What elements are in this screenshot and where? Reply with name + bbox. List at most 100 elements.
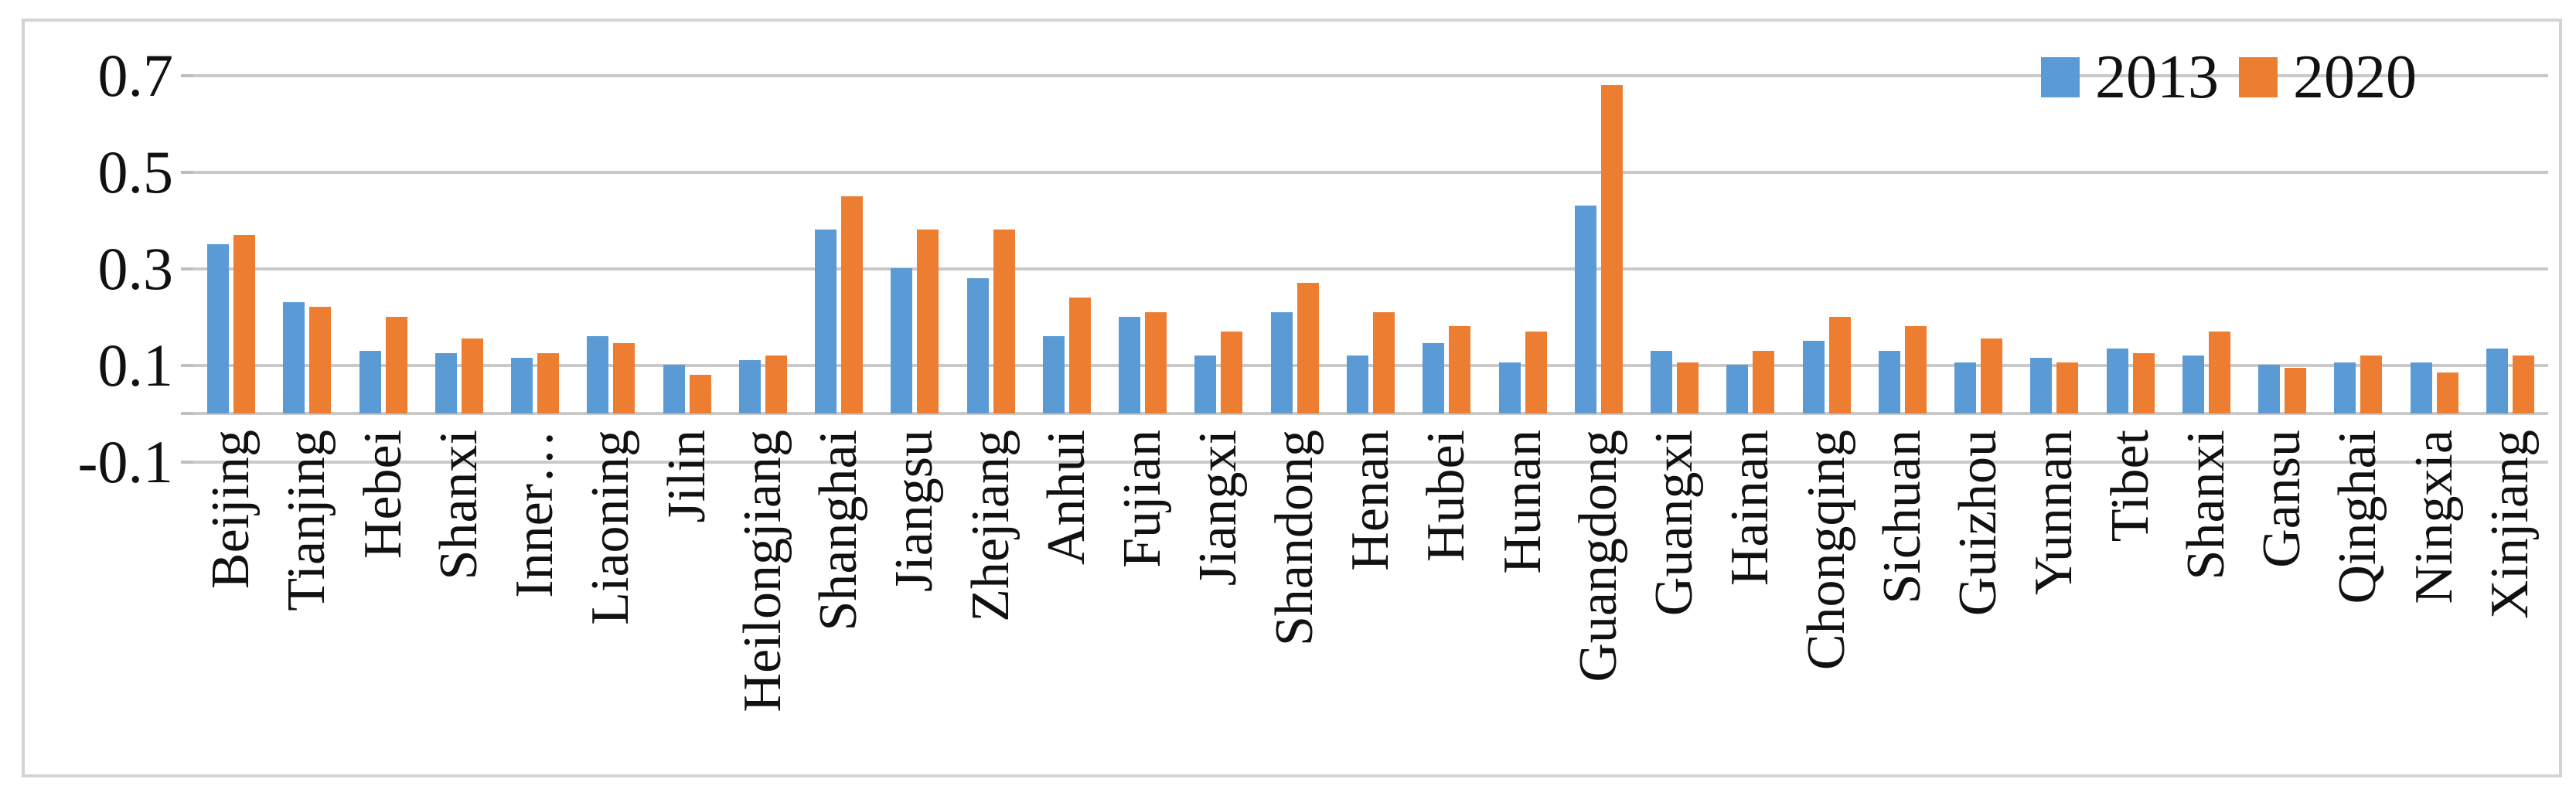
- bar-2013-shanghai: [815, 230, 837, 413]
- y-axis-label: 0.5: [97, 138, 174, 206]
- y-axis-tick: [181, 74, 193, 77]
- bar-2013-tibet: [2107, 349, 2128, 413]
- x-axis-label: Guangxi: [1644, 430, 1704, 617]
- bar-2013-guangdong: [1575, 206, 1596, 413]
- x-axis-label: Guangdong: [1569, 430, 1628, 682]
- bar-2020-zhejiang: [993, 230, 1015, 413]
- y-axis-label: -0.1: [77, 428, 173, 495]
- bar-2013-anhui: [1043, 336, 1065, 413]
- bar-2013-shanxi: [2182, 355, 2204, 413]
- x-axis-label: Guizhou: [1948, 430, 2008, 617]
- x-axis-label: Tibet: [2101, 430, 2160, 543]
- x-axis-label: Hubei: [1416, 430, 1476, 563]
- y-axis-tick: [181, 171, 193, 174]
- gridline: [192, 267, 2548, 270]
- gridline: [192, 412, 2548, 415]
- bar-2020-ningxia: [2437, 372, 2458, 413]
- bar-2013-hainan: [1726, 365, 1748, 413]
- y-axis-tick: [181, 461, 193, 464]
- bar-2020-tibet: [2133, 353, 2155, 413]
- bar-2020-beijing: [233, 235, 255, 413]
- x-axis-label: Beijing: [201, 430, 261, 590]
- legend-label-2013: 2013: [2095, 43, 2219, 111]
- x-axis-label: Gansu: [2252, 430, 2312, 568]
- bar-2020-guizhou: [1981, 338, 2002, 413]
- bar-2013-jilin: [663, 365, 685, 413]
- x-axis-label: Anhui: [1037, 430, 1096, 565]
- x-axis-label: Hunan: [1493, 430, 1552, 574]
- gridline: [192, 171, 2548, 174]
- bar-2020-jiangxi: [1221, 332, 1242, 413]
- x-axis-label: Zhejiang: [961, 430, 1021, 622]
- x-axis-label: Shanghai: [809, 430, 868, 631]
- bar-2013-henan: [1347, 355, 1368, 413]
- bar-2013-jiangsu: [891, 268, 912, 413]
- bar-2013-guizhou: [1954, 362, 1976, 413]
- x-axis-label: Sichuan: [1872, 430, 1932, 604]
- bar-2020-hubei: [1449, 326, 1470, 413]
- bar-2020-qinghai: [2360, 355, 2382, 413]
- x-axis-label: Yunnan: [2024, 430, 2084, 595]
- bar-2020-tianjing: [309, 307, 331, 413]
- bar-2020-chongqing: [1829, 317, 1851, 413]
- bar-2020-gansu: [2285, 368, 2306, 413]
- bar-2020-shanxi: [462, 338, 483, 413]
- bar-2013-chongqing: [1803, 341, 1825, 413]
- x-axis-label: Xinjiang: [2480, 430, 2540, 619]
- bar-2020-henan: [1373, 312, 1395, 413]
- x-axis-label: Hainan: [1720, 430, 1780, 587]
- x-axis-label: Shanxi: [429, 430, 489, 580]
- bar-2013-shanxi: [435, 353, 457, 413]
- bar-2013-fujian: [1119, 317, 1140, 413]
- bar-2020-xinjiang: [2513, 355, 2534, 413]
- x-axis-label: Shandong: [1265, 430, 1324, 646]
- x-axis-label: Hebei: [353, 430, 413, 560]
- legend-label-2020: 2020: [2293, 43, 2417, 111]
- x-axis-label: Qinghai: [2328, 430, 2387, 604]
- bar-2020-sichuan: [1905, 326, 1927, 413]
- y-axis-tick: [181, 267, 193, 270]
- bar-2013-guangxi: [1651, 351, 1672, 413]
- bar-2020-hainan: [1753, 351, 1774, 413]
- y-axis-tick: [181, 364, 193, 367]
- gridline: [192, 461, 2548, 464]
- bar-2020-inner…: [537, 353, 559, 413]
- bar-2013-zhejiang: [967, 278, 989, 413]
- bar-2013-jiangxi: [1194, 355, 1216, 413]
- x-axis-label: Jiangxi: [1188, 430, 1248, 587]
- bar-2013-gansu: [2258, 365, 2280, 413]
- bar-2013-beijing: [207, 244, 229, 413]
- bar-2020-shanghai: [841, 196, 863, 413]
- bar-2020-shanxi: [2209, 332, 2230, 413]
- y-axis-tick: [181, 412, 193, 415]
- x-axis-label: Tianjing: [277, 430, 336, 611]
- x-axis-label: Fujian: [1113, 430, 1172, 568]
- bar-2020-guangdong: [1601, 85, 1623, 413]
- bar-2020-guangxi: [1677, 362, 1699, 413]
- bar-2020-hebei: [386, 317, 407, 413]
- gridline: [192, 364, 2548, 367]
- bar-2013-hebei: [359, 351, 381, 413]
- y-axis-label: 0.3: [97, 235, 174, 302]
- x-axis-label: Chongqing: [1797, 430, 1856, 671]
- bar-2013-inner…: [511, 358, 533, 413]
- chart-legend: 2013 2020: [2041, 37, 2421, 117]
- bar-2020-hunan: [1525, 332, 1547, 413]
- bar-2013-yunnan: [2030, 358, 2052, 413]
- legend-swatch-2020: [2239, 57, 2278, 97]
- bar-2020-jilin: [690, 375, 711, 413]
- bar-2020-heilongjiang: [765, 355, 787, 413]
- bar-2020-shandong: [1297, 283, 1319, 413]
- x-axis-label: Jiangsu: [884, 430, 944, 592]
- legend-swatch-2013: [2041, 57, 2080, 97]
- bar-2020-liaoning: [613, 343, 635, 413]
- gridline: [192, 74, 2548, 77]
- bar-2013-liaoning: [587, 336, 608, 413]
- x-axis-label: Jilin: [657, 430, 717, 523]
- bar-2013-hubei: [1423, 343, 1444, 413]
- x-axis-label: Shanxi: [2176, 430, 2236, 580]
- bar-2020-jiangsu: [917, 230, 939, 413]
- bar-2013-sichuan: [1879, 351, 1900, 413]
- bar-2013-hunan: [1499, 362, 1521, 413]
